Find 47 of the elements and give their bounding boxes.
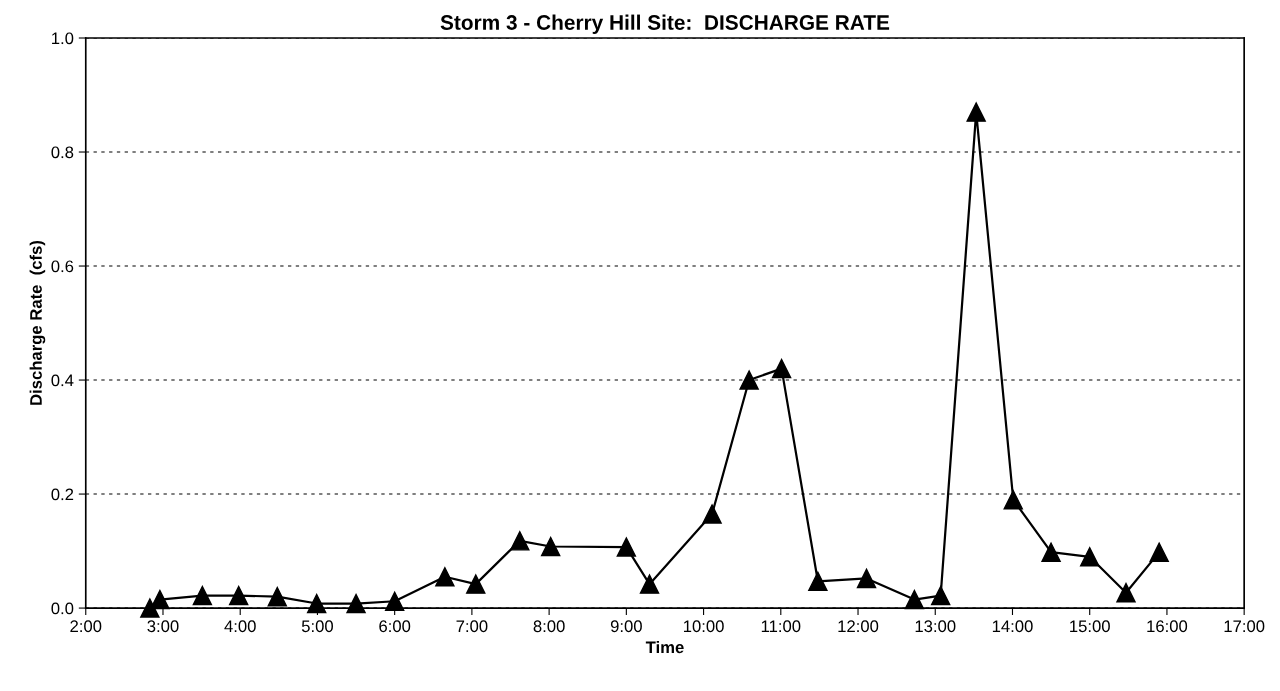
point	[808, 571, 828, 592]
x-tick-label: 8:00	[533, 620, 565, 633]
y-tick-label: 0.8	[51, 146, 74, 159]
x-tick-label: 7:00	[456, 620, 488, 633]
point	[267, 586, 288, 607]
point	[966, 102, 986, 122]
point	[616, 537, 637, 557]
point	[510, 531, 530, 551]
point	[228, 585, 249, 606]
x-tick-label: 15:00	[1070, 620, 1110, 633]
x-tick-label: 13:00	[915, 620, 956, 633]
point	[192, 585, 213, 606]
point	[140, 598, 160, 618]
x-tick-label: 5:00	[301, 620, 334, 633]
chart-title: Storm 3 - Cherry Hill Site: DISCHARGE RATE	[440, 14, 890, 34]
y-tick-label: 0.4	[51, 374, 74, 387]
x-tick-label: 16:00	[1147, 620, 1188, 633]
x-tick-label: 14:00	[992, 620, 1033, 633]
x-tick-label: 4:00	[224, 620, 256, 633]
y-tick-label: 1.0	[52, 32, 74, 45]
x-axis-title: Time	[645, 640, 684, 654]
x-tick-label: 6:00	[379, 620, 411, 633]
x-tick-label: 3:00	[147, 620, 179, 633]
x-tick-label: 11:00	[761, 620, 801, 633]
point	[856, 568, 877, 589]
point	[1116, 582, 1136, 603]
point	[1149, 542, 1169, 562]
x-tick-label: 2:00	[70, 620, 102, 633]
y-tick-label: 0.0	[51, 602, 74, 615]
point	[1079, 547, 1100, 567]
x-tick-label: 17:00	[1224, 620, 1265, 633]
point	[702, 504, 722, 524]
point	[540, 536, 561, 557]
point	[1041, 542, 1061, 562]
y-tick-label: 0.6	[51, 260, 74, 273]
y-tick-label: 0.2	[51, 488, 74, 501]
x-tick-label: 10:00	[683, 620, 724, 633]
point	[466, 574, 486, 594]
x-tick-label: 9:00	[610, 620, 642, 633]
point	[1003, 490, 1023, 510]
x-tick-label: 12:00	[838, 620, 879, 633]
point	[930, 585, 951, 606]
point	[739, 370, 759, 390]
point	[771, 358, 792, 379]
point	[639, 574, 660, 594]
y-axis-title: Discharge Rate (cfs)	[29, 240, 46, 405]
point	[435, 567, 455, 587]
